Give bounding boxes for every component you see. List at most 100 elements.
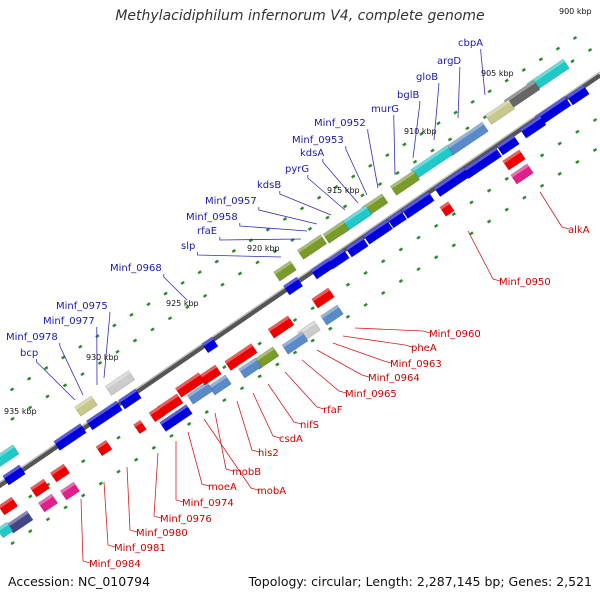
forward-gene-label: Minf_0957 <box>205 196 257 207</box>
tick-mark <box>197 270 202 275</box>
tick-mark <box>575 159 580 164</box>
forward-gene-label: bcp <box>20 348 38 359</box>
reverse-leader-line <box>301 359 347 394</box>
reverse-gene-label: Minf_0965 <box>345 389 397 400</box>
reverse-gene-label: Minf_0984 <box>89 559 141 570</box>
tick-mark <box>282 216 288 222</box>
tick-mark <box>419 131 424 136</box>
tick-mark <box>169 433 174 438</box>
reverse-gene-label: Minf_0964 <box>368 373 420 384</box>
tick-mark <box>592 117 598 123</box>
tick-mark <box>572 35 578 41</box>
reverse-leader-line <box>284 371 325 410</box>
tick-mark <box>265 227 271 232</box>
gene-feature <box>174 372 206 398</box>
tick-mark <box>133 457 139 462</box>
gene-feature <box>104 370 136 396</box>
kbp-label: 920 kbp <box>247 244 280 253</box>
tick-mark <box>469 200 474 205</box>
gene-feature <box>345 236 369 258</box>
tick-mark <box>416 235 421 240</box>
tick-mark <box>62 383 68 388</box>
tick-mark <box>45 517 51 522</box>
gene-feature <box>496 134 520 156</box>
tick-mark <box>557 141 562 146</box>
forward-gene-label: kdsA <box>300 148 324 159</box>
tick-mark <box>592 147 598 153</box>
forward-leader-line <box>322 159 359 204</box>
tick-mark <box>363 302 368 307</box>
gene-feature <box>0 444 20 468</box>
forward-leader-line <box>412 101 421 159</box>
gene-feature <box>386 209 408 229</box>
tick-mark <box>61 355 66 360</box>
reverse-leader-line <box>342 335 413 348</box>
tick-mark <box>345 314 351 319</box>
tick-mark <box>146 302 151 307</box>
tick-mark <box>78 344 83 349</box>
gene-feature <box>85 411 107 431</box>
forward-gene-label: bglB <box>397 90 419 101</box>
gene-feature <box>362 219 394 245</box>
reverse-gene-label: pheA <box>411 343 437 354</box>
forward-leader-line <box>258 207 318 225</box>
tick-mark <box>395 170 400 175</box>
tick-mark <box>570 59 575 64</box>
forward-leader-line <box>457 67 461 119</box>
tick-mark <box>447 137 453 142</box>
tick-mark <box>9 387 15 392</box>
reverse-gene-label: alkA <box>568 225 590 236</box>
reverse-gene-label: Minf_0960 <box>429 329 481 340</box>
tick-mark <box>231 248 237 253</box>
tick-mark <box>292 317 298 323</box>
gene-feature <box>53 423 87 451</box>
gene-feature <box>510 163 534 185</box>
gene-feature <box>320 304 344 326</box>
gene-feature <box>186 381 214 405</box>
tick-mark <box>97 360 103 365</box>
forward-gene-label: Minf_0968 <box>110 263 162 274</box>
forward-leader-line <box>307 175 346 211</box>
tick-mark <box>351 174 356 179</box>
tick-mark <box>453 110 458 115</box>
reverse-leader-line <box>80 498 91 564</box>
gene-feature <box>281 331 309 355</box>
tick-mark <box>45 394 50 399</box>
reverse-gene-label: his2 <box>258 448 279 459</box>
tick-mark <box>587 47 593 53</box>
gene-feature <box>238 357 262 379</box>
tick-mark <box>202 293 208 298</box>
tick-mark <box>116 469 121 474</box>
tick-mark <box>469 231 474 236</box>
tick-mark <box>28 494 33 499</box>
tick-mark <box>486 219 492 224</box>
tick-mark <box>292 350 298 355</box>
tick-mark <box>557 171 562 176</box>
tick-mark <box>555 46 561 51</box>
reverse-gene-label: mobA <box>257 486 286 497</box>
tick-mark <box>325 215 330 220</box>
gene-feature <box>133 419 147 435</box>
tick-mark <box>402 142 407 147</box>
gene-feature <box>59 481 81 501</box>
kbp-label: 930 kbp <box>86 353 119 362</box>
tick-mark <box>451 212 457 217</box>
reverse-leader-line <box>214 412 234 472</box>
tick-mark <box>299 206 305 211</box>
reverse-gene-label: Minf_0950 <box>499 277 551 288</box>
forward-leader-line <box>197 252 282 258</box>
tick-mark <box>575 129 580 134</box>
forward-leader-line <box>345 146 368 196</box>
tick-mark <box>316 195 322 200</box>
tick-mark <box>222 398 227 403</box>
reverse-gene-label: mobB <box>232 467 261 478</box>
gene-feature <box>484 99 516 125</box>
reverse-leader-line <box>467 230 501 282</box>
forward-leader-line <box>367 129 379 189</box>
reverse-gene-label: nifS <box>300 420 319 431</box>
tick-mark <box>328 326 333 331</box>
tick-mark <box>436 121 441 126</box>
gene-feature <box>95 439 113 457</box>
tick-mark <box>310 306 315 311</box>
tick-marks <box>9 35 598 546</box>
